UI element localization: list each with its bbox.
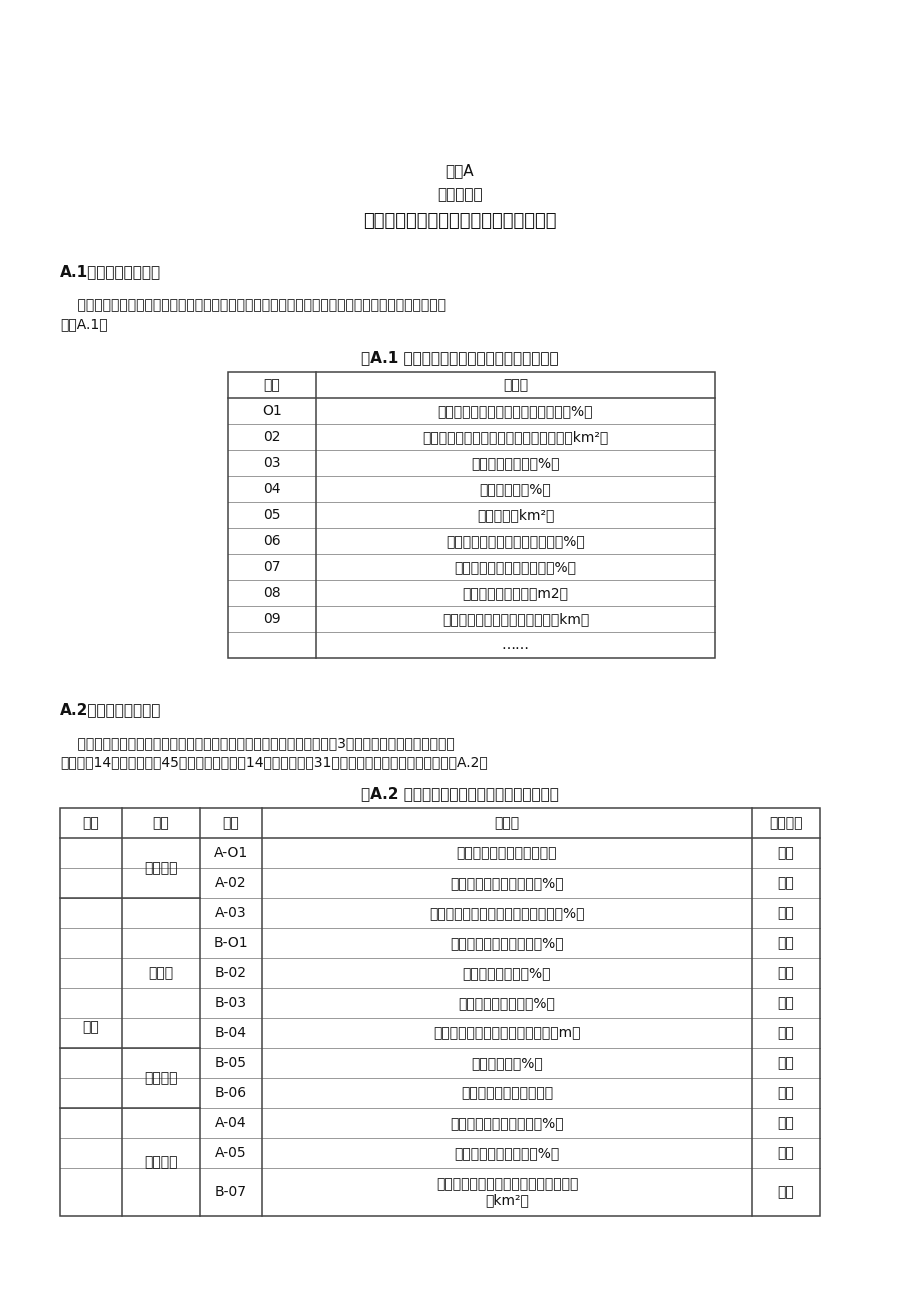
Text: 基本: 基本 (777, 1116, 793, 1131)
Text: 耕地面积（km²）: 耕地面积（km²） (476, 507, 553, 522)
Text: 地质灾害隐患点数（个）: 地质灾害隐患点数（个） (460, 1086, 552, 1101)
Text: 安全: 安全 (83, 1020, 99, 1034)
Text: A-05: A-05 (215, 1146, 246, 1160)
Text: 永久基本农田面积（万亩）: 永久基本农田面积（万亩） (456, 846, 557, 860)
Text: 国土空间生态修复规划体检评估指标体系: 国土空间生态修复规划体检评估指标体系 (363, 212, 556, 230)
Text: 森林覆盖率（%）: 森林覆盖率（%） (479, 481, 550, 496)
Text: 表A.1 国土空间生态修复规划年度体检指标表: 表A.1 国土空间生态修复规划年度体检指标表 (361, 350, 558, 366)
Text: 历史内涝积水点治理率（%）: 历史内涝积水点治理率（%） (449, 935, 563, 950)
Text: 防洪堤防达标率（%）: 防洪堤防达标率（%） (462, 967, 550, 980)
Text: 生态保护红线范围内城乡建设用地面积（km²）: 生态保护红线范围内城乡建设用地面积（km²） (422, 431, 608, 444)
Text: 生态保护红线范围内城乡建设用地面积
（km²）: 生态保护红线范围内城乡建设用地面积 （km²） (436, 1177, 577, 1207)
Text: B-O1: B-O1 (213, 935, 248, 950)
Text: B-06: B-06 (215, 1086, 247, 1101)
Text: 水土保持率（%）: 水土保持率（%） (471, 1056, 542, 1069)
Text: 02: 02 (263, 431, 280, 444)
Text: 03: 03 (263, 455, 280, 470)
Text: A.2五年评估指标体系: A.2五年评估指标体系 (60, 703, 161, 717)
Text: 历史遗留废弃矿山综合治理率（%）: 历史遗留废弃矿山综合治理率（%） (446, 533, 584, 548)
Text: ……: …… (501, 637, 529, 652)
Text: B-04: B-04 (215, 1026, 246, 1039)
Text: 基本: 基本 (777, 876, 793, 890)
Text: （规范性）: （规范性） (437, 187, 482, 202)
Text: B-02: B-02 (215, 967, 246, 980)
Text: 受污染耕地安全利用率（%）: 受污染耕地安全利用率（%） (449, 876, 563, 890)
Text: 重要江河湖泊水功能区水质达标率（%）: 重要江河湖泊水功能区水质达标率（%） (437, 405, 593, 418)
Text: 基本: 基本 (777, 905, 793, 920)
Text: 推荐: 推荐 (777, 1185, 793, 1200)
Text: 表A.2 国土空间生态修复规划五年评估指标表: 表A.2 国土空间生态修复规划五年评估指标表 (360, 786, 559, 801)
Text: 09: 09 (263, 611, 280, 626)
Text: A-02: A-02 (215, 876, 246, 890)
Text: 05: 05 (263, 507, 280, 522)
Text: 自然岸线保有率（%）: 自然岸线保有率（%） (471, 455, 559, 470)
Text: 一级: 一级 (83, 816, 99, 830)
Text: 推荐: 推荐 (777, 1086, 793, 1101)
Text: 二级: 二级 (153, 816, 169, 830)
Text: 07: 07 (263, 559, 280, 574)
Text: 对于国土空间生态修复规划年度体检，可聚焦年度变量，选取部分代表性指标。年度体检指标可参见: 对于国土空间生态修复规划年度体检，可聚焦年度变量，选取部分代表性指标。年度体检指… (60, 298, 446, 312)
Text: 推荐: 推荐 (777, 997, 793, 1010)
Text: 下表A.1。: 下表A.1。 (60, 317, 108, 330)
Text: 粮食安全: 粮食安全 (144, 861, 177, 876)
Text: 地质女全: 地质女全 (144, 1071, 177, 1085)
Text: 生态保护红线面积占比（%）: 生态保护红线面积占比（%） (449, 1116, 563, 1131)
Text: 城乡居民每万人拥有绿道长度（km）: 城乡居民每万人拥有绿道长度（km） (441, 611, 588, 626)
Text: 水安全: 水安全 (148, 967, 174, 980)
Text: 对于国土空间生态修复规划实施五年评估，按照安全、健康、和谐分为3个一级类别，在此基础上进一: 对于国土空间生态修复规划实施五年评估，按照安全、健康、和谐分为3个一级类别，在此… (60, 736, 454, 749)
Text: 指标类别: 指标类别 (768, 816, 802, 830)
Text: 步划分为14个二级类别和45项指标，其中包括14项基本指标和31项推荐指标。指标分级可参见下表A.2。: 步划分为14个二级类别和45项指标，其中包括14项基本指标和31项推荐指标。指标… (60, 755, 487, 769)
Text: B-07: B-07 (215, 1185, 246, 1200)
Text: 重要江河湖泊水功能区水质达标率（%）: 重要江河湖泊水功能区水质达标率（%） (429, 905, 584, 920)
Text: A-03: A-03 (215, 905, 246, 920)
Text: A-04: A-04 (215, 1116, 246, 1131)
Text: 推荐: 推荐 (777, 1026, 793, 1039)
Text: 生态安全: 生态安全 (144, 1155, 177, 1170)
Text: B-03: B-03 (215, 997, 246, 1010)
Text: 06: 06 (263, 533, 280, 548)
Text: B-05: B-05 (215, 1056, 246, 1069)
Text: 附录A: 附录A (445, 163, 474, 178)
Text: 平原区地下水平均埋深年度变化（m）: 平原区地下水平均埋深年度变化（m） (433, 1026, 580, 1039)
Bar (228, 372, 714, 658)
Text: 人均公园绿地面积（m2）: 人均公园绿地面积（m2） (462, 585, 568, 600)
Text: A.1年度体检指标体系: A.1年度体检指标体系 (60, 264, 161, 278)
Text: 指标项: 指标项 (494, 816, 519, 830)
Text: 生态控制区面积占比（%）: 生态控制区面积占比（%） (454, 1146, 559, 1160)
Text: 推荐: 推荐 (777, 935, 793, 950)
Text: 序号: 序号 (264, 379, 280, 392)
Text: 指标项: 指标项 (503, 379, 528, 392)
Text: 基本: 基本 (777, 1146, 793, 1160)
Text: 基本: 基本 (777, 846, 793, 860)
Text: 04: 04 (263, 481, 280, 496)
Text: 序号: 序号 (222, 816, 239, 830)
Text: 推荐: 推荐 (777, 967, 793, 980)
Text: 拆违腾退用地修复治理率（%）: 拆违腾退用地修复治理率（%） (454, 559, 576, 574)
Text: 推荐: 推荐 (777, 1056, 793, 1069)
Text: A-O1: A-O1 (213, 846, 248, 860)
Text: 地下水开发利用率（%）: 地下水开发利用率（%） (458, 997, 555, 1010)
Text: 08: 08 (263, 585, 280, 600)
Bar (60, 808, 819, 1216)
Text: O1: O1 (262, 405, 281, 418)
